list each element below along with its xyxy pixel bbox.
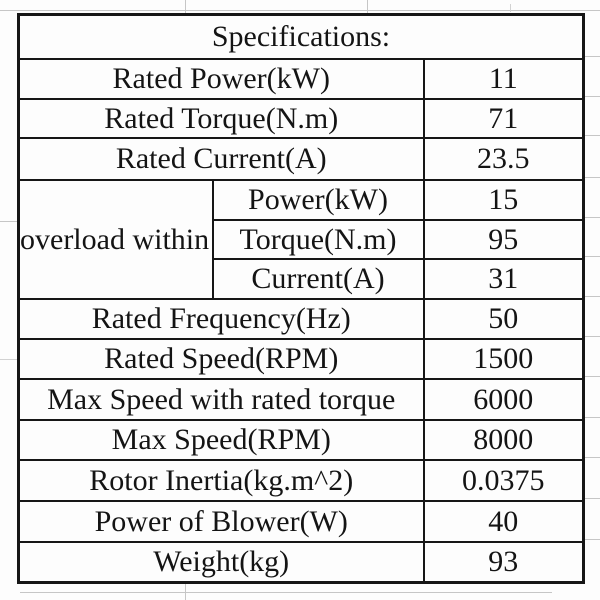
table-row: Max Speed with rated torque 6000: [17, 377, 585, 421]
table-row: Rated Current(A) 23.5: [17, 136, 585, 181]
specifications-table: Specifications: Rated Power(kW) 11 Rated…: [17, 13, 586, 584]
gridline-artifact: [185, 0, 186, 13]
spec-sublabel: Power(kW): [211, 178, 425, 221]
table-title: Specifications:: [17, 13, 585, 60]
table-row: Specifications:: [17, 13, 585, 60]
gridline-artifact: [582, 539, 600, 540]
gridline-artifact: [0, 359, 17, 360]
spec-label: Rated Torque(N.m): [17, 97, 425, 139]
spec-label: Rated Speed(RPM): [17, 337, 425, 380]
gridline-artifact: [582, 56, 600, 57]
spec-value: 71: [422, 97, 585, 139]
spec-value: 6000: [422, 377, 585, 421]
gridline-artifact: [510, 4, 511, 12]
gridline-artifact: [582, 96, 600, 97]
gridline-artifact: [582, 417, 600, 418]
spec-value: 31: [422, 257, 585, 300]
spec-sublabel: Current(A): [211, 257, 425, 300]
spec-value: 50: [422, 297, 585, 340]
table-row: Max Speed(RPM) 8000: [17, 418, 585, 461]
gridline-artifact: [582, 177, 600, 178]
table-row: Rated Power(kW) 11: [17, 57, 585, 100]
gridline-artifact: [367, 0, 368, 13]
gridline-artifact: [582, 256, 600, 257]
spec-label: Max Speed with rated torque: [17, 377, 425, 421]
table-row: Current(A) 31: [19, 257, 585, 300]
spec-label: Weight(kg): [17, 540, 425, 584]
gridline-artifact: [582, 296, 600, 297]
spec-label: Rated Power(kW): [17, 57, 425, 100]
table-row: Torque(N.m) 95: [19, 218, 585, 260]
spec-value: 0.0375: [422, 458, 585, 502]
spec-label: Rated Current(A): [17, 136, 425, 181]
table-row: overload within 30minutes Power(kW) 15: [17, 178, 585, 300]
table-row: Rotor Inertia(kg.m^2) 0.0375: [17, 458, 585, 502]
gridline-artifact: [582, 457, 600, 458]
gridline-artifact: [20, 592, 552, 593]
table-row: Rated Torque(N.m) 71: [17, 97, 585, 139]
overload-group-label: overload within 30minutes: [17, 178, 214, 300]
spec-label: Power of Blower(W): [17, 499, 425, 543]
table-row: Power of Blower(W) 40: [17, 499, 585, 543]
gridline-artifact: [582, 498, 600, 499]
gridline-artifact: [0, 10, 600, 11]
gridline-artifact: [0, 221, 17, 222]
table-row: Rated Frequency(Hz) 50: [17, 297, 585, 340]
gridline-artifact: [582, 217, 600, 218]
gridline-artifact: [582, 135, 600, 136]
table-row: Weight(kg) 93: [17, 540, 585, 584]
gridline-artifact: [582, 376, 600, 377]
spec-label: Rated Frequency(Hz): [17, 297, 425, 340]
spec-value: 93: [422, 540, 585, 584]
spec-label: Max Speed(RPM): [17, 418, 425, 461]
spec-label: Rotor Inertia(kg.m^2): [17, 458, 425, 502]
spec-value: 11: [422, 57, 585, 100]
spec-sublabel: Torque(N.m): [211, 218, 425, 260]
spec-value: 23.5: [422, 136, 585, 181]
table-row: Rated Speed(RPM) 1500: [17, 337, 585, 380]
spec-value: 15: [422, 178, 585, 221]
spec-value: 40: [422, 499, 585, 543]
gridline-artifact: [582, 336, 600, 337]
spec-value: 8000: [422, 418, 585, 461]
spec-value: 95: [422, 218, 585, 260]
gridline-artifact: [185, 584, 186, 600]
spec-value: 1500: [422, 337, 585, 380]
